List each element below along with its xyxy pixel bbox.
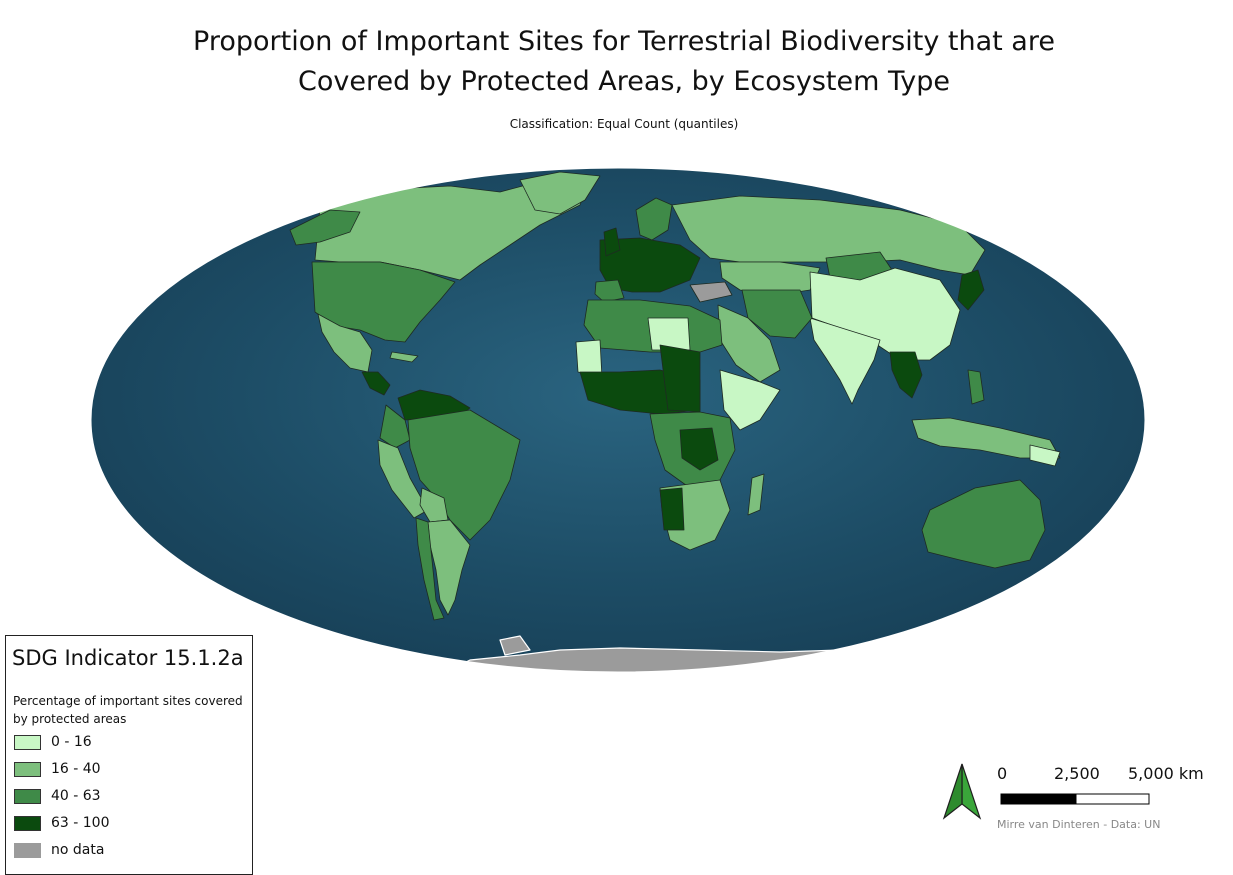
country-alaska-usa — [289, 209, 361, 246]
legend-swatch — [14, 788, 41, 804]
map-title-line1: Proportion of Important Sites for Terres… — [193, 26, 1055, 57]
legend-label: 63 - 100 — [51, 815, 110, 831]
country-uk — [603, 227, 621, 257]
legend-item-0-16: 0 - 16 — [14, 734, 92, 750]
country-chile — [415, 517, 445, 621]
country-colombia — [379, 404, 411, 449]
scale-bar: 0 2,500 5,000 km — [940, 760, 1220, 840]
scale-graphic — [942, 763, 1150, 820]
legend-item-63-100: 63 - 100 — [14, 815, 110, 831]
legend-item-no-data: no data — [14, 842, 104, 858]
scale-label-2500: 2,500 — [1054, 764, 1100, 783]
country-horn-of-africa — [719, 369, 781, 431]
legend-panel: SDG Indicator 15.1.2a Percentage of impo… — [5, 635, 253, 875]
country-japan — [957, 269, 985, 311]
country-argentina — [427, 519, 471, 616]
country-india — [809, 317, 881, 405]
scale-bar-white — [1075, 793, 1150, 805]
country-libya — [647, 317, 691, 351]
map-subtitle: Classification: Equal Count (quantiles) — [509, 117, 739, 131]
region-antarctic-peninsula — [499, 635, 531, 656]
country-scandinavia — [635, 197, 673, 241]
country-namibia-zambia — [659, 487, 685, 531]
country-philippines — [967, 369, 985, 405]
legend-swatch — [14, 842, 41, 858]
north-arrow-icon — [942, 763, 982, 820]
country-central-america — [361, 371, 391, 396]
legend-label: 0 - 16 — [51, 734, 92, 750]
map-credit: Mirre van Dinteren - Data: UN — [997, 818, 1161, 831]
country-cuba — [389, 351, 419, 363]
legend-label: no data — [51, 842, 105, 858]
legend-title: SDG Indicator 15.1.2a — [12, 646, 244, 670]
legend-swatch — [14, 815, 41, 831]
country-middle-east — [717, 304, 781, 383]
legend-swatch — [14, 761, 41, 777]
legend-label: 16 - 40 — [51, 761, 101, 777]
legend-item-40-63: 40 - 63 — [14, 788, 101, 804]
country-peru-ecuador — [377, 439, 429, 519]
scale-label-5000: 5,000 km — [1128, 764, 1204, 783]
country-new-guinea — [1029, 444, 1061, 467]
country-western-europe — [599, 237, 701, 293]
legend-label: 40 - 63 — [51, 788, 101, 804]
legend-swatch — [14, 734, 41, 750]
country-russia — [671, 195, 986, 276]
globe-outline — [90, 167, 1146, 673]
country-drc — [679, 427, 719, 471]
country-southeast-asia — [889, 351, 923, 399]
country-australia — [921, 479, 1046, 569]
map-title-line2: Covered by Protected Areas, by Ecosystem… — [298, 66, 950, 97]
country-brazil — [407, 409, 521, 541]
region-antarctica — [449, 647, 861, 672]
scale-bar-black — [1000, 793, 1077, 805]
map-title: Proportion of Important Sites for Terres… — [0, 22, 1233, 102]
country-madagascar — [747, 473, 765, 516]
legend-subtitle: Percentage of important sites covered by… — [13, 694, 243, 726]
scale-label-0: 0 — [997, 764, 1008, 783]
country-turkey — [689, 281, 733, 303]
country-greenland — [519, 171, 601, 215]
legend-item-16-40: 16 - 40 — [14, 761, 101, 777]
